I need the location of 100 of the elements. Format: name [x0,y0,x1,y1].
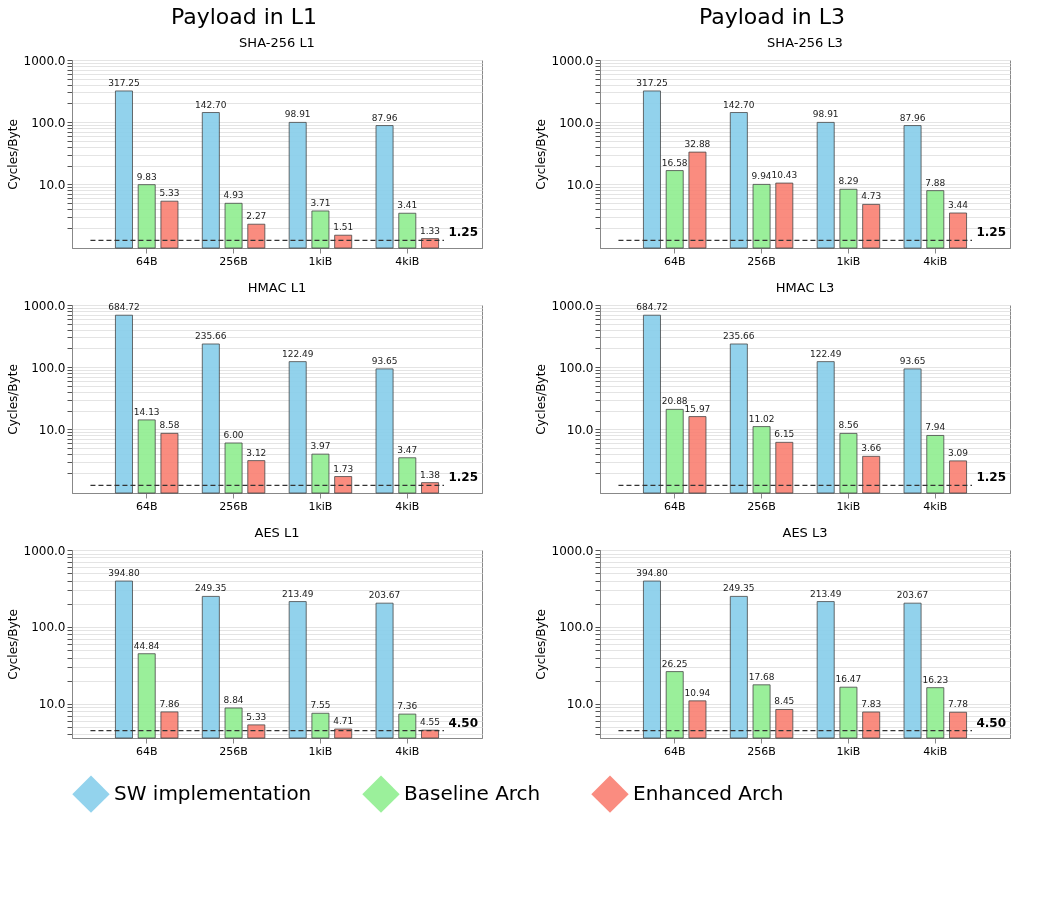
y-axis-title: Cycles/Byte [5,119,20,190]
data-label: 7.94 [925,422,946,433]
chart-title: HMAC L3 [775,280,835,295]
y-tick-label: 10.0 [38,697,66,712]
x-tick-label: 64B [663,499,686,513]
data-label: 142.70 [723,99,755,110]
data-label: 235.66 [723,330,755,341]
y-axis-title: Cycles/Byte [5,609,20,680]
x-tick-label: 4kiB [395,254,420,268]
data-label: 7.86 [159,698,180,709]
data-label: 44.84 [133,640,160,651]
data-label: 122.49 [809,348,842,359]
data-label: 17.68 [748,671,775,682]
data-label: 8.84 [223,694,244,705]
data-label: 213.49 [809,588,842,599]
data-label: 1.73 [333,463,354,474]
x-tick-label: 64B [135,254,158,268]
data-label: 9.83 [136,171,157,182]
data-label: 1.38 [420,469,441,480]
ref-line-label: 4.50 [976,715,1006,730]
data-label: 3.41 [397,200,418,211]
x-tick-label: 256B [747,254,776,268]
ref-line-label: 1.25 [448,225,478,240]
data-label: 122.49 [281,348,314,359]
y-tick-label: 100.0 [31,620,66,635]
data-label: 6.15 [774,429,795,440]
legend-label: SW implementation [114,781,312,806]
x-tick-label: 64B [663,744,686,758]
x-tick-label: 256B [219,254,248,268]
data-label: 9.94 [751,171,772,182]
data-label: 7.36 [397,701,418,712]
x-tick-label: 4kiB [923,744,948,758]
data-label: 1.51 [333,222,354,233]
ref-line-label: 1.25 [448,470,478,485]
y-tick-label: 1000.0 [551,543,594,558]
legend-label: Enhanced Arch [633,781,784,806]
data-label: 4.73 [861,191,882,202]
x-tick-label: 1kiB [836,499,861,513]
x-tick-label: 1kiB [308,254,333,268]
data-label: 3.44 [948,200,969,211]
data-label: 98.91 [284,109,311,120]
data-label: 7.55 [310,700,331,711]
x-tick-label: 256B [747,499,776,513]
data-label: 317.25 [108,77,140,88]
data-label: 203.67 [368,590,401,601]
y-tick-label: 1000.0 [23,543,66,558]
data-label: 16.23 [922,674,949,685]
ref-line-label: 1.25 [976,470,1006,485]
legend-label: Baseline Arch [404,781,541,806]
x-tick-label: 256B [219,499,248,513]
ref-line-label: 4.50 [448,715,478,730]
data-label: 1.33 [420,225,441,236]
data-label: 203.67 [896,590,929,601]
data-label: 7.88 [925,177,946,188]
data-label: 16.58 [661,157,688,168]
chart-title: SHA-256 L1 [239,35,315,50]
data-label: 394.80 [108,568,140,579]
y-axis-title: Cycles/Byte [533,364,548,435]
data-label: 6.00 [223,430,244,440]
data-label: 11.02 [748,413,775,424]
data-label: 93.65 [371,355,398,366]
data-label: 3.66 [861,443,882,454]
data-label: 87.96 [371,112,398,123]
y-tick-label: 1000.0 [551,298,594,313]
data-label: 93.65 [899,355,926,366]
y-tick-label: 10.0 [38,422,66,437]
data-label: 2.27 [246,211,267,222]
data-label: 213.49 [281,588,314,599]
data-label: 142.70 [195,99,227,110]
y-axis-title: Cycles/Byte [533,119,548,190]
y-tick-label: 100.0 [559,115,594,130]
y-axis-title: Cycles/Byte [533,609,548,680]
data-label: 3.12 [246,447,267,458]
y-tick-label: 1000.0 [551,53,594,68]
x-tick-label: 64B [135,744,158,758]
data-label: 684.72 [108,302,140,313]
x-tick-label: 1kiB [308,744,333,758]
x-tick-label: 1kiB [836,254,861,268]
data-label: 4.55 [420,717,441,728]
data-label: 8.56 [838,420,859,431]
y-tick-label: 1000.0 [23,298,66,313]
data-label: 5.33 [159,188,180,199]
y-tick-label: 100.0 [31,360,66,375]
data-label: 317.25 [636,77,668,88]
y-axis-title: Cycles/Byte [5,364,20,435]
y-tick-label: 100.0 [559,360,594,375]
y-tick-label: 10.0 [566,697,594,712]
text: Payload in L3 [698,3,846,29]
data-label: 32.88 [684,139,711,150]
data-label: 10.43 [771,170,798,181]
data-label: 4.93 [223,190,244,201]
data-label: 14.13 [133,406,160,417]
x-tick-label: 4kiB [395,499,420,513]
x-tick-label: 256B [747,744,776,758]
y-tick-label: 1000.0 [23,53,66,68]
data-label: 249.35 [195,583,227,594]
data-label: 26.25 [661,658,688,669]
data-label: 7.83 [861,699,882,710]
data-label: 98.91 [812,109,839,120]
data-label: 235.66 [195,330,227,341]
